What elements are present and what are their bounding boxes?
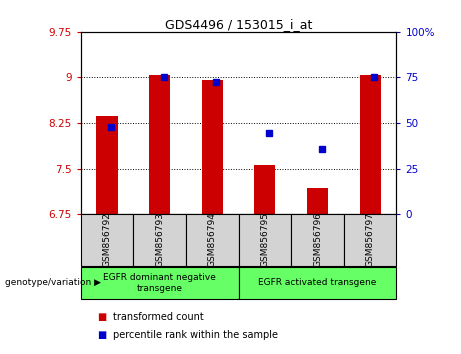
Bar — [307, 188, 328, 214]
Text: GSM856794: GSM856794 — [208, 212, 217, 267]
Bar — [239, 214, 291, 266]
Bar — [81, 267, 239, 299]
Bar — [96, 116, 118, 214]
Text: ■: ■ — [97, 312, 106, 322]
Bar — [133, 214, 186, 266]
Bar — [81, 214, 133, 266]
Bar — [360, 75, 381, 214]
Text: GSM856792: GSM856792 — [102, 212, 112, 267]
Text: EGFR dominant negative
transgene: EGFR dominant negative transgene — [103, 273, 216, 292]
Bar — [186, 214, 239, 266]
Bar — [202, 80, 223, 214]
Text: transformed count: transformed count — [113, 312, 204, 322]
Text: GSM856797: GSM856797 — [366, 212, 375, 267]
Bar — [149, 75, 170, 214]
Text: GSM856796: GSM856796 — [313, 212, 322, 267]
Text: GSM856793: GSM856793 — [155, 212, 164, 267]
Bar — [239, 267, 396, 299]
Bar — [291, 214, 344, 266]
Text: EGFR activated transgene: EGFR activated transgene — [258, 278, 377, 287]
Title: GDS4496 / 153015_i_at: GDS4496 / 153015_i_at — [165, 18, 312, 31]
Text: ■: ■ — [97, 330, 106, 339]
Bar — [254, 165, 275, 214]
Bar — [344, 214, 396, 266]
Text: percentile rank within the sample: percentile rank within the sample — [113, 330, 278, 339]
Text: GSM856795: GSM856795 — [260, 212, 269, 267]
Text: genotype/variation ▶: genotype/variation ▶ — [5, 278, 100, 287]
